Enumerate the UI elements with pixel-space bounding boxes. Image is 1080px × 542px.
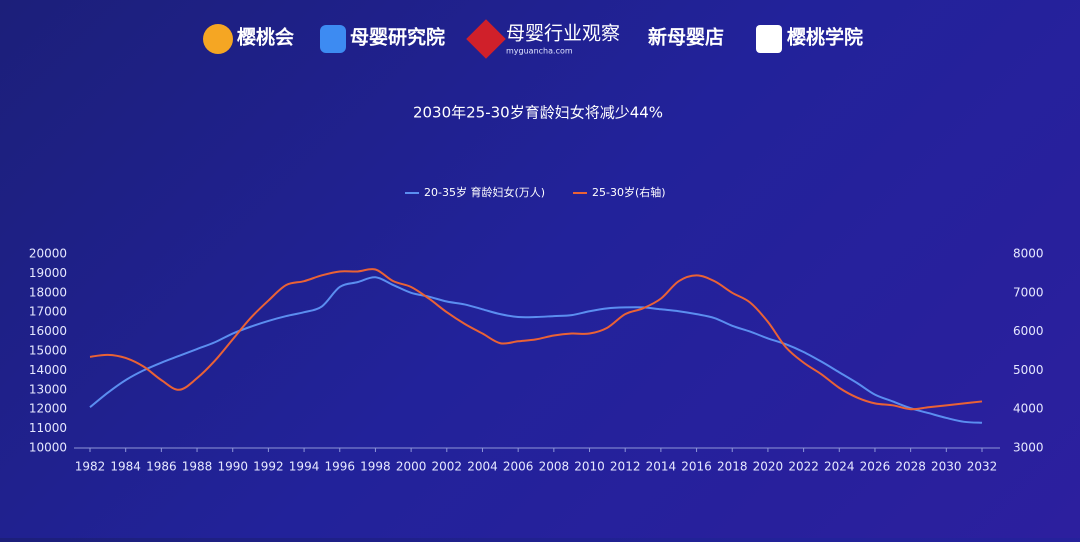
x-tick-label: 2020: [753, 460, 784, 474]
y2-tick-label: 3000: [1013, 441, 1044, 455]
chart-title: 2030年25-30岁育龄妇女将减少44%: [413, 104, 663, 122]
x-tick-label: 2026: [860, 460, 891, 474]
x-tick-label: 2022: [788, 460, 819, 474]
logo: 樱桃会: [237, 26, 294, 49]
x-tick-label: 2000: [396, 460, 427, 474]
logo: 樱桃学院: [787, 26, 863, 49]
logo: 母婴研究院: [350, 26, 445, 49]
x-tick-label: 2018: [717, 460, 748, 474]
x-tick-label: 1982: [75, 460, 106, 474]
x-tick-label: 1996: [324, 460, 355, 474]
y-tick-label: 14000: [29, 363, 67, 377]
x-tick-label: 1984: [110, 460, 141, 474]
x-tick-label: 2032: [967, 460, 998, 474]
logo: 新母婴店: [648, 26, 724, 49]
y2-tick-label: 5000: [1013, 363, 1044, 377]
y-tick-label: 17000: [29, 305, 67, 319]
x-tick-label: 2012: [610, 460, 641, 474]
x-tick-label: 1994: [289, 460, 320, 474]
x-tick-label: 1990: [217, 460, 248, 474]
x-tick-label: 2004: [467, 460, 498, 474]
logo-icon: [203, 24, 233, 54]
y2-tick-label: 4000: [1013, 402, 1044, 416]
y2-tick-label: 6000: [1013, 324, 1044, 338]
x-tick-label: 1998: [360, 460, 391, 474]
x-tick-label: 1988: [182, 460, 213, 474]
y-tick-label: 13000: [29, 382, 67, 396]
x-tick-label: 2008: [539, 460, 570, 474]
logo: 母婴行业观察: [506, 23, 620, 45]
logo-icon: [756, 25, 782, 53]
logo-icon: [320, 25, 346, 53]
logo-url: myguancha.com: [506, 47, 573, 56]
y-tick-label: 12000: [29, 402, 67, 416]
series-line: [89, 276, 983, 424]
y-tick-label: 20000: [29, 247, 67, 261]
y-tick-label: 11000: [29, 421, 67, 435]
y-tick-label: 18000: [29, 285, 67, 299]
x-tick-label: 2006: [503, 460, 534, 474]
x-tick-label: 1986: [146, 460, 177, 474]
logo-icon: [466, 19, 506, 59]
header: 樱桃会 母婴研究院 母婴行业观察 myguancha.com 新母婴店 樱桃学院: [203, 19, 863, 59]
x-tick-label: 1992: [253, 460, 284, 474]
legend-label: 25-30岁(右轴): [592, 185, 666, 199]
x-tick-label: 2024: [824, 460, 855, 474]
y-tick-label: 16000: [29, 324, 67, 338]
legend-label: 20-35岁 育龄妇女(万人): [424, 185, 545, 199]
y2-tick-label: 8000: [1013, 247, 1044, 261]
series-line: [89, 268, 983, 411]
x-tick-label: 2014: [646, 460, 677, 474]
x-tick-label: 2002: [432, 460, 463, 474]
x-tick-label: 2028: [895, 460, 926, 474]
x-tick-label: 2016: [681, 460, 712, 474]
x-tick-label: 2030: [931, 460, 962, 474]
y-tick-label: 19000: [29, 266, 67, 280]
x-tick-label: 2010: [574, 460, 605, 474]
y2-tick-label: 7000: [1013, 285, 1044, 299]
y-tick-label: 10000: [29, 441, 67, 455]
y-tick-label: 15000: [29, 344, 67, 358]
